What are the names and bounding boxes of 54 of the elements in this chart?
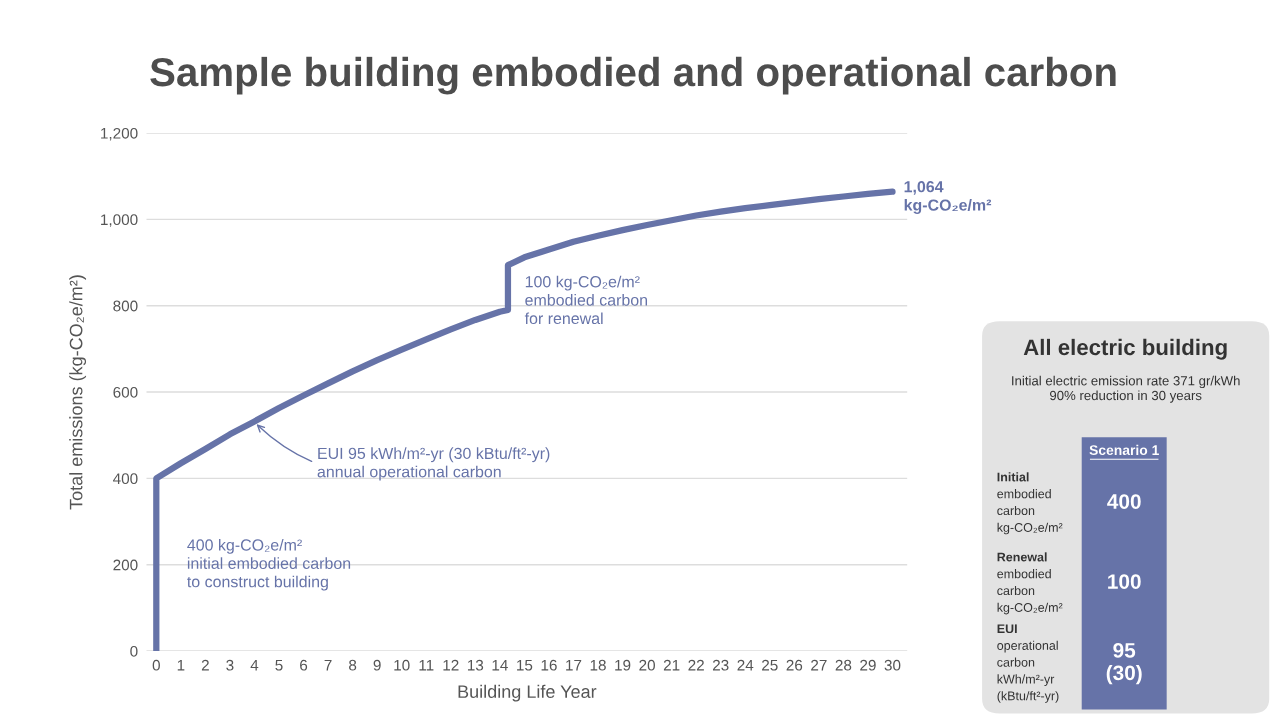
x-tick-label: 23 (712, 659, 729, 671)
text: 100 (1108, 574, 1141, 589)
annotation: 1,064 kg-CO₂e/m² (904, 181, 992, 214)
x-tick-label: 28 (835, 659, 852, 671)
x-tick-label: 9 (373, 659, 381, 671)
x-tick-label: 15 (517, 659, 533, 671)
x-tick-label: 11 (419, 659, 434, 671)
y-tick-label: 1,200 (101, 127, 138, 141)
x-tick-label: 8 (349, 659, 357, 671)
x-tick-label: 12 (443, 659, 459, 671)
x-tick-label: 7 (324, 659, 332, 671)
x-tick-label: 13 (467, 659, 484, 671)
x-tick-label: 20 (639, 659, 655, 671)
x-tick-label: 30 (884, 659, 901, 671)
x-tick-label: 16 (541, 659, 557, 671)
y-tick-label: 600 (113, 386, 138, 398)
annotation: 100 kg-CO₂e/m² embodied carbon for renewal (524, 275, 648, 325)
x-tick-label: 2 (201, 659, 209, 671)
x-tick-label: 17 (566, 659, 582, 671)
x-tick-label: 10 (394, 659, 410, 671)
y-tick-label: 0 (130, 645, 138, 657)
x-tick-label: 22 (688, 659, 704, 671)
y-tick-label: 400 (113, 473, 138, 485)
y-axis-title: Total emissions (kg-CO₂e/m²) (69, 275, 87, 510)
annotation: EUI 95 kWh/m²-yr (30 kBtu/ft²-yr) annual operational carbon (317, 447, 550, 481)
text: Renewal embodied carbon kg-CO₂e/m² (997, 552, 1063, 615)
x-tick-label: 25 (762, 659, 778, 671)
text: EUI operational carbon kWh/m²-yr (kBtu/ft²-yr) (997, 624, 1059, 703)
text: Initial electric emission rate 371 gr/kWh 90% reduction in 30 years (1012, 375, 1240, 403)
x-tick-label: 1 (177, 659, 185, 671)
x-tick-label: 19 (615, 659, 631, 671)
x-axis-title: Building Life Year (458, 684, 597, 702)
x-tick-label: 24 (737, 659, 754, 671)
x-tick-label: 27 (811, 659, 827, 671)
x-tick-label: 3 (226, 659, 234, 671)
text: Initial embodied carbon kg-CO₂e/m² (997, 472, 1063, 535)
x-tick-label: 4 (250, 659, 259, 671)
x-tick-label: 21 (663, 659, 680, 671)
y-tick-label: 1,000 (101, 214, 138, 227)
text: 400 (1107, 494, 1141, 509)
y-tick-label: 800 (113, 300, 138, 312)
x-tick-label: 5 (275, 659, 283, 671)
x-tick-label: 0 (152, 659, 160, 671)
text: All electric building (1023, 338, 1227, 360)
x-tick-label: 29 (860, 659, 876, 671)
x-tick-label: 26 (786, 659, 803, 671)
text: Scenario 1 (1089, 444, 1159, 456)
x-tick-label: 18 (590, 659, 606, 671)
x-tick-label: 14 (492, 659, 508, 671)
text: 95 (30) (1106, 642, 1142, 685)
y-tick-label: 200 (113, 559, 138, 571)
x-tick-label: 6 (300, 659, 308, 671)
annotation: 400 kg-CO₂e/m² initial embodied carbon to construct building (187, 538, 351, 591)
chart-title: Sample building embodied and operational carbon (150, 56, 1116, 95)
